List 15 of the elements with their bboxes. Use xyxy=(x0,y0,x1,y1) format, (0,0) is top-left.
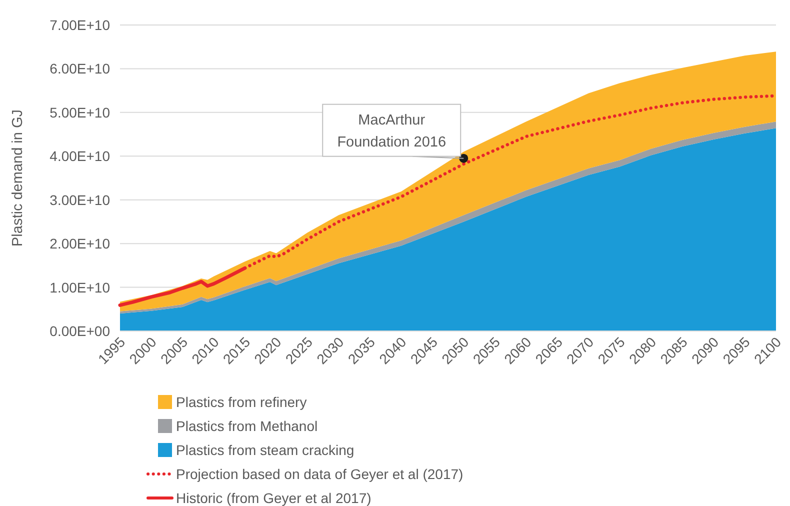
y-tick-label: 0.00E+00 xyxy=(50,323,110,339)
legend-label: Plastics from Methanol xyxy=(176,418,318,434)
y-tick-label: 6.00E+10 xyxy=(50,60,110,77)
annotation: MacArthur Foundation 2016 xyxy=(337,112,446,150)
legend-label: Plastics from steam cracking xyxy=(176,442,354,458)
legend-label: Projection based on data of Geyer et al (2017) xyxy=(176,466,464,482)
y-tick-label: 5.00E+10 xyxy=(50,104,110,120)
legend-label: Plastics from refinery xyxy=(176,394,307,410)
legend-label: Historic (from Geyer et al 2017) xyxy=(176,490,372,506)
y-tick-label: 4.00E+10 xyxy=(50,148,110,164)
y-tick-label: 2.00E+10 xyxy=(50,236,110,252)
y-tick-label: 1.00E+10 xyxy=(50,279,110,296)
y-tick-label: 3.00E+10 xyxy=(50,192,110,208)
y-tick-label: 7.00E+10 xyxy=(50,17,110,33)
y-axis-title: Plastic demand in GJ xyxy=(10,109,26,247)
